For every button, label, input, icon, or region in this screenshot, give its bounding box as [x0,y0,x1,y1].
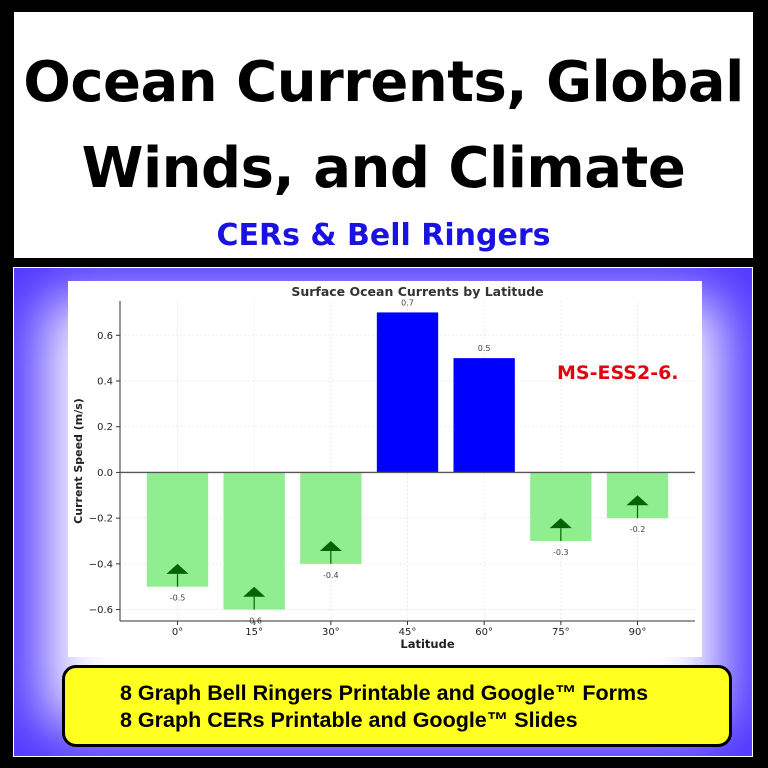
x-axis-label: Latitude [400,637,454,651]
banner-line-2: 8 Graph CERs Printable and Google™ Slide… [120,708,578,732]
y-axis-label: Current Speed (m/s) [72,398,85,524]
arrow-head [319,541,342,551]
arrow-head [626,495,649,506]
data-label: -0.3 [553,548,569,557]
data-label: 0.7 [401,298,414,307]
title-line-2: Winds, and Climate [81,136,686,201]
chart-title: Surface Ocean Currents by Latitude [291,284,543,299]
x-tick-label: 60° [475,627,493,638]
title-box: Ocean Currents, Global Winds, and Climat… [14,12,753,258]
page-title: Ocean Currents, Global Winds, and Climat… [14,12,753,212]
bar-chart: -0.5-0.6-0.40.70.5-0.3-0.2−0.6−0.4−0.20.… [72,284,695,651]
data-label: -0.2 [630,525,646,534]
x-tick-label: 30° [322,627,340,638]
arrow-head [243,586,266,597]
y-tick-label: −0.6 [89,605,113,616]
x-tick-label: 75° [552,627,570,638]
subtitle: CERs & Bell Ringers [216,218,551,253]
info-banner: 8 Graph Bell Ringers Printable and Googl… [62,665,732,747]
y-tick-label: 0.4 [97,377,113,388]
y-tick-label: −0.2 [89,514,113,525]
bar [376,312,439,473]
x-tick-label: 90° [629,627,647,638]
title-line-1: Ocean Currents, Global [23,50,744,115]
x-tick-label: 15° [245,627,263,638]
data-label: -0.4 [323,571,339,580]
chart-container: -0.5 -0.6 -0.4 0.7 0.5 -0.3 -0.2 −0.6 −0.4 −0.2 0.… [68,281,702,657]
arrow-head [549,518,572,529]
x-tick-label: 45° [399,627,417,638]
arrow-head [166,563,189,574]
bar [223,472,285,610]
x-tick-label: 0° [172,627,183,638]
banner-line-1: 8 Graph Bell Ringers Printable and Googl… [120,681,649,705]
data-label: 0.5 [478,344,491,353]
y-tick-label: 0.0 [97,468,113,479]
data-label: -0.5 [170,594,186,603]
y-tick-label: −0.4 [89,559,113,570]
y-tick-label: 0.2 [97,422,113,433]
y-tick-label: 0.6 [97,331,113,342]
bar [453,358,515,473]
standard-label: MS-ESS2-6. [557,362,679,384]
